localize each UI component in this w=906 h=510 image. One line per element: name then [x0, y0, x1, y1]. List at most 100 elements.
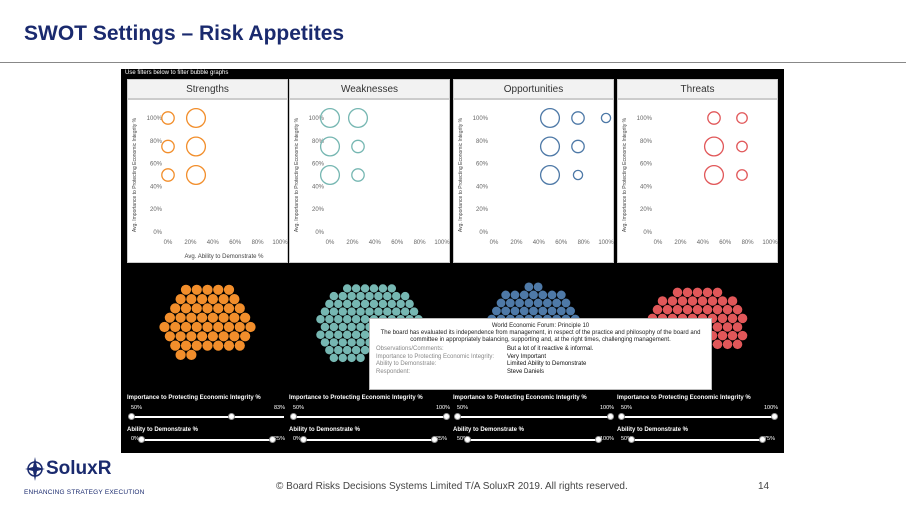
cluster-bubble[interactable]	[722, 304, 733, 315]
bubble-point[interactable]	[347, 107, 369, 129]
bubble-point[interactable]	[539, 136, 561, 157]
cluster-bubble[interactable]	[369, 299, 379, 309]
cluster-bubble[interactable]	[524, 282, 534, 292]
cluster-bubble[interactable]	[159, 321, 170, 333]
cluster-bubble[interactable]	[356, 338, 365, 347]
cluster-bubble[interactable]	[170, 303, 181, 314]
cluster-bubble[interactable]	[492, 306, 501, 316]
cluster-bubble[interactable]	[652, 304, 663, 315]
cluster-bubble[interactable]	[737, 330, 748, 341]
cluster-bubble[interactable]	[501, 290, 511, 300]
cluster-bubble[interactable]	[712, 322, 723, 332]
cluster-bubble[interactable]	[223, 284, 235, 295]
cluster-bubble[interactable]	[712, 339, 723, 350]
cluster-bubble[interactable]	[191, 340, 202, 351]
bubble-point[interactable]	[161, 168, 175, 182]
importance-slider-handle[interactable]	[453, 413, 461, 420]
cluster-bubble[interactable]	[213, 284, 224, 295]
cluster-bubble[interactable]	[342, 315, 352, 324]
cluster-bubble[interactable]	[519, 306, 529, 316]
cluster-bubble[interactable]	[329, 291, 339, 301]
cluster-bubble[interactable]	[561, 298, 571, 308]
cluster-bubble[interactable]	[365, 291, 374, 301]
cluster-bubble[interactable]	[667, 296, 678, 306]
importance-slider-handle[interactable]	[127, 413, 135, 420]
cluster-bubble[interactable]	[329, 353, 339, 363]
ability-slider-track[interactable]	[141, 439, 272, 441]
cluster-bubble[interactable]	[325, 315, 334, 324]
cluster-bubble[interactable]	[347, 322, 356, 332]
cluster-bubble[interactable]	[356, 353, 365, 363]
importance-slider-track[interactable]	[131, 416, 284, 418]
cluster-bubble[interactable]	[334, 345, 343, 355]
cluster-bubble[interactable]	[175, 312, 186, 323]
cluster-bubble[interactable]	[316, 315, 325, 324]
cluster-bubble[interactable]	[387, 299, 397, 309]
cluster-bubble[interactable]	[164, 331, 175, 342]
ability-slider-handle[interactable]	[268, 436, 276, 443]
cluster-bubble[interactable]	[400, 291, 410, 301]
cluster-bubble[interactable]	[405, 299, 414, 309]
cluster-bubble[interactable]	[191, 321, 202, 333]
cluster-bubble[interactable]	[360, 330, 370, 339]
bubble-point[interactable]	[736, 169, 748, 181]
cluster-bubble[interactable]	[697, 296, 708, 306]
cluster-bubble[interactable]	[240, 312, 251, 323]
cluster-bubble[interactable]	[712, 287, 723, 298]
cluster-bubble[interactable]	[692, 304, 703, 315]
cluster-bubble[interactable]	[727, 296, 738, 306]
cluster-bubble[interactable]	[223, 340, 235, 351]
cluster-bubble[interactable]	[207, 293, 218, 305]
ability-slider-track[interactable]	[631, 439, 762, 441]
bubble-point[interactable]	[351, 168, 365, 182]
cluster-bubble[interactable]	[356, 307, 365, 316]
cluster-bubble[interactable]	[529, 290, 538, 300]
cluster-bubble[interactable]	[229, 331, 240, 342]
bubble-point[interactable]	[600, 112, 612, 124]
cluster-bubble[interactable]	[320, 307, 330, 316]
cluster-bubble[interactable]	[329, 338, 339, 347]
bubble-point[interactable]	[572, 169, 584, 181]
cluster-bubble[interactable]	[529, 306, 538, 316]
cluster-bubble[interactable]	[325, 330, 334, 339]
bubble-point[interactable]	[319, 164, 341, 186]
cluster-bubble[interactable]	[722, 322, 733, 332]
cluster-bubble[interactable]	[338, 307, 347, 316]
ability-slider-handle[interactable]	[463, 436, 471, 443]
importance-slider-track[interactable]	[621, 416, 774, 418]
cluster-bubble[interactable]	[325, 345, 334, 355]
importance-slider-handle[interactable]	[606, 413, 614, 420]
cluster-bubble[interactable]	[727, 313, 738, 324]
cluster-bubble[interactable]	[351, 345, 361, 355]
cluster-bubble[interactable]	[164, 312, 175, 323]
cluster-bubble[interactable]	[207, 331, 218, 342]
cluster-bubble[interactable]	[175, 293, 186, 305]
bubble-point[interactable]	[319, 136, 341, 157]
cluster-bubble[interactable]	[392, 307, 401, 316]
bubble-point[interactable]	[161, 139, 175, 154]
cluster-bubble[interactable]	[223, 303, 235, 314]
bubble-point[interactable]	[539, 164, 561, 186]
cluster-bubble[interactable]	[334, 299, 343, 309]
bubble-point[interactable]	[571, 111, 585, 125]
cluster-bubble[interactable]	[732, 304, 743, 315]
cluster-bubble[interactable]	[552, 298, 562, 308]
bubble-point[interactable]	[736, 140, 748, 153]
ability-slider-handle[interactable]	[627, 436, 635, 443]
cluster-bubble[interactable]	[717, 330, 728, 341]
cluster-bubble[interactable]	[351, 315, 361, 324]
importance-slider-handle[interactable]	[442, 413, 450, 420]
cluster-bubble[interactable]	[383, 291, 392, 301]
ability-slider-track[interactable]	[303, 439, 434, 441]
cluster-bubble[interactable]	[515, 298, 525, 308]
cluster-bubble[interactable]	[347, 291, 356, 301]
ability-slider-track[interactable]	[467, 439, 598, 441]
cluster-bubble[interactable]	[732, 339, 743, 350]
cluster-bubble[interactable]	[392, 291, 401, 301]
cluster-bubble[interactable]	[202, 340, 213, 351]
cluster-bubble[interactable]	[727, 330, 738, 341]
cluster-bubble[interactable]	[378, 299, 388, 309]
cluster-bubble[interactable]	[365, 307, 374, 316]
cluster-bubble[interactable]	[180, 321, 192, 333]
cluster-bubble[interactable]	[334, 315, 343, 324]
